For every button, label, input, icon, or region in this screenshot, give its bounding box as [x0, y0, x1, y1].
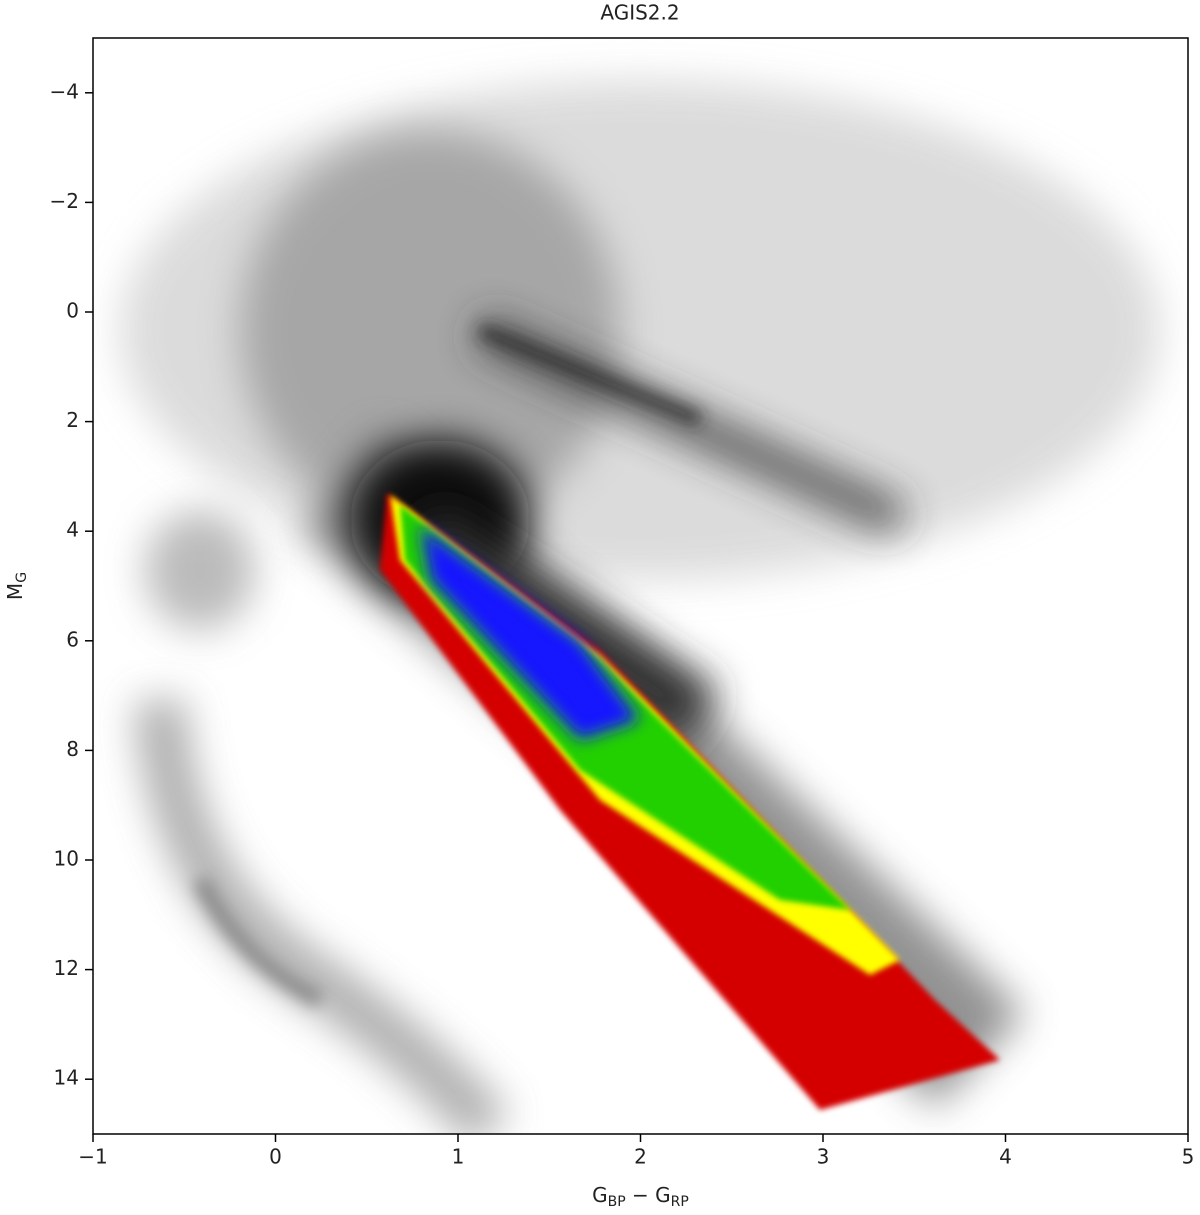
y-tick-label: 14: [54, 1066, 79, 1090]
x-tick-label: 2: [634, 1145, 647, 1169]
y-axis-label-subscript: G: [14, 572, 30, 583]
x-axis-label-subscript: RP: [671, 1194, 689, 1210]
x-tick-label: 4: [999, 1145, 1012, 1169]
x-tick-label: 3: [817, 1145, 830, 1169]
x-axis-label-subscript: BP: [608, 1194, 626, 1210]
x-axis-label-part: − G: [626, 1183, 671, 1207]
y-tick-label: −2: [50, 189, 79, 213]
y-axis-label-part: M: [3, 583, 27, 600]
x-axis-label: GBP − GRP: [592, 1183, 689, 1211]
x-tick-label: 0: [269, 1145, 282, 1169]
x-axis-label-part: G: [592, 1183, 608, 1207]
y-tick-label: 10: [54, 847, 79, 871]
x-tick-label: 5: [1182, 1145, 1195, 1169]
y-axis-label: MG: [3, 572, 31, 600]
y-tick-label: 0: [66, 299, 79, 323]
x-tick-label: 1: [452, 1145, 465, 1169]
main-sequence-density: [380, 493, 1000, 1110]
y-tick-label: 8: [66, 737, 79, 761]
y-tick-label: 2: [66, 408, 79, 432]
y-tick-label: 6: [66, 627, 79, 651]
y-tick-label: 4: [66, 518, 79, 542]
chart-title: AGIS2.2: [600, 1, 679, 25]
y-tick-label: −4: [50, 79, 79, 103]
y-tick-label: 12: [54, 956, 79, 980]
x-tick-label: −1: [78, 1145, 107, 1169]
density-cloud: [120, 80, 1160, 1134]
